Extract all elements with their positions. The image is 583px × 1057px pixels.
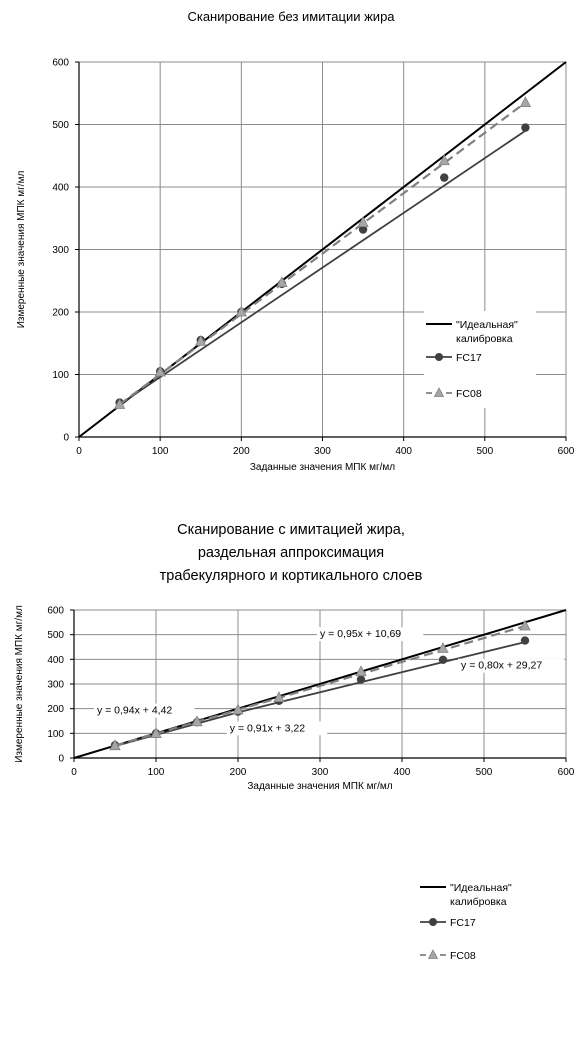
legend-label: FC08 [450, 950, 476, 962]
chart-2: Сканирование с имитацией жира, раздельная… [14, 522, 575, 966]
legend-marker-triangle [433, 387, 445, 397]
data-point-circle [521, 123, 530, 132]
y-tick-label: 400 [52, 183, 69, 194]
series-line [118, 101, 527, 406]
data-point-triangle [519, 619, 531, 631]
data-point-triangle [355, 665, 367, 677]
x-tick-label: 500 [476, 767, 493, 778]
series-fc08 [113, 96, 532, 409]
x-tick-label: 600 [558, 767, 575, 778]
y-tick-label: 600 [52, 58, 69, 69]
data-point-circle [520, 636, 530, 645]
data-point-triangle [519, 96, 532, 108]
data-point-triangle [150, 727, 162, 738]
data-point-triangle [357, 216, 369, 228]
x-tick-label: 200 [233, 446, 250, 457]
data-point-triangle [109, 739, 121, 751]
data-point-circle [438, 655, 448, 665]
legend-label: FC17 [450, 917, 476, 929]
chart-title-line: Сканирование с имитацией жира, [177, 522, 405, 538]
x-axis-label: Заданные значения МПК мг/мл [250, 462, 395, 473]
chart-title-line: Сканирование без имитации жира [187, 9, 395, 24]
legend-marker-triangle [427, 949, 439, 959]
x-tick-label: 300 [314, 446, 331, 457]
annotation-background [226, 721, 328, 736]
y-tick-label: 600 [47, 606, 64, 617]
y-tick-label: 200 [47, 704, 64, 715]
trendline-equation: y = 0,91x + 3,22 [230, 722, 305, 734]
data-point-circle [358, 225, 368, 234]
data-point-circle [356, 675, 366, 684]
data-point-triangle [154, 365, 166, 377]
x-tick-label: 400 [394, 767, 411, 778]
y-tick-label: 300 [52, 245, 69, 256]
annotation-background [317, 627, 424, 642]
legend-label: FC08 [456, 388, 482, 400]
legend: "Идеальная" калибровка FC17 FC08 [418, 876, 530, 966]
data-point-triangle [195, 335, 207, 346]
trendline-equation: y = 0,95x + 10,69 [320, 628, 401, 640]
series-fc08 [109, 619, 531, 751]
x-tick-label: 500 [476, 446, 493, 457]
y-tick-label: 400 [47, 655, 64, 666]
x-tick-label: 600 [558, 446, 575, 457]
legend: "Идеальная" калибровка FC17 FC08 [424, 311, 536, 408]
x-axis-label: Заданные значения МПК мг/мл [247, 781, 392, 792]
chart-title-line: раздельная аппроксимация [198, 545, 384, 561]
y-axis-label: Измеренные значения МПК мг/мл [16, 171, 27, 329]
data-point-triangle [438, 154, 450, 166]
data-point-triangle [437, 642, 449, 653]
y-tick-label: 200 [52, 308, 69, 319]
x-tick-label: 0 [76, 446, 82, 457]
x-tick-label: 400 [395, 446, 412, 457]
legend-marker-circle [429, 918, 437, 926]
x-tick-label: 100 [148, 767, 165, 778]
trendline-equation: y = 0,80x + 29,27 [461, 660, 542, 672]
data-point-triangle [273, 691, 285, 702]
legend-marker-circle [435, 353, 443, 361]
x-tick-label: 100 [152, 446, 169, 457]
legend-label: FC17 [456, 352, 482, 364]
y-tick-label: 100 [47, 729, 64, 740]
y-tick-label: 100 [52, 370, 69, 381]
legend-label: калибровка [450, 896, 507, 908]
annotation-background [458, 658, 565, 673]
y-axis-label: Измеренные значения МПК мг/мл [14, 605, 25, 763]
chart-1: Сканирование без имитации жира 0 100 200 300… [16, 9, 575, 473]
x-tick-label: 300 [312, 767, 329, 778]
x-tick-label: 200 [230, 767, 247, 778]
y-tick-label: 300 [47, 680, 64, 691]
legend-label: "Идеальная" [450, 882, 512, 894]
data-point-triangle [113, 398, 126, 409]
y-tick-label: 0 [63, 433, 69, 444]
x-tick-label: 0 [71, 767, 77, 778]
y-tick-label: 500 [47, 630, 64, 641]
legend-box [424, 311, 536, 408]
data-point-circle [440, 173, 449, 182]
y-tick-label: 0 [58, 754, 64, 765]
y-tick-label: 500 [52, 120, 69, 131]
data-point-triangle [191, 715, 203, 727]
annotation-background [93, 703, 195, 718]
data-point-triangle [235, 305, 247, 317]
data-point-triangle [276, 276, 288, 288]
trendline-equation: y = 0,94x + 4,42 [97, 705, 172, 717]
series-line [119, 130, 526, 406]
series-line [114, 624, 526, 747]
data-point-triangle [232, 703, 244, 715]
chart-title-line: трабекулярного и кортикального слоев [160, 568, 423, 584]
legend-label: калибровка [456, 333, 513, 345]
legend-label: "Идеальная" [456, 319, 518, 331]
